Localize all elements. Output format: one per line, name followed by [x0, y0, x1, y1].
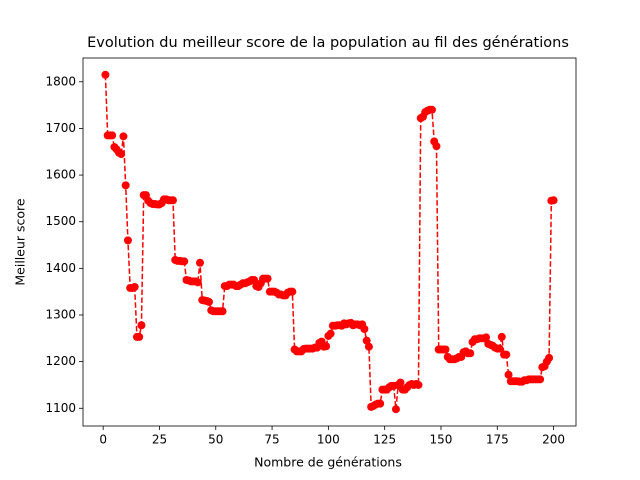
point — [502, 350, 511, 359]
y-tick-label: 1400 — [45, 261, 76, 275]
point — [196, 258, 205, 267]
x-axis-label: Nombre de générations — [254, 455, 402, 470]
x-tick-label: 100 — [317, 433, 340, 447]
x-tick-label: 25 — [152, 433, 167, 447]
point — [119, 132, 128, 141]
point — [121, 181, 130, 190]
x-tick-label: 175 — [486, 433, 509, 447]
point — [193, 278, 202, 287]
point — [123, 236, 132, 245]
point — [117, 150, 126, 159]
point — [101, 70, 110, 79]
y-tick-label: 1800 — [45, 74, 76, 88]
x-tick-label: 75 — [264, 433, 279, 447]
point — [250, 276, 259, 285]
x-tick-label: 125 — [373, 433, 396, 447]
point — [441, 345, 450, 354]
point — [466, 349, 475, 358]
point — [218, 307, 227, 316]
point — [396, 378, 405, 387]
point — [130, 283, 139, 292]
point — [549, 196, 558, 205]
point — [545, 353, 554, 362]
x-tick-label: 200 — [542, 433, 565, 447]
point — [360, 324, 369, 333]
y-tick-label: 1600 — [45, 168, 76, 182]
point — [482, 333, 491, 342]
point — [414, 380, 423, 389]
x-tick-label: 150 — [430, 433, 453, 447]
point — [326, 329, 335, 338]
y-tick-label: 1500 — [45, 214, 76, 228]
y-axis-label: Meilleur score — [13, 198, 28, 286]
point — [322, 342, 331, 351]
point — [362, 336, 371, 345]
point — [427, 105, 436, 114]
y-tick-label: 1700 — [45, 121, 76, 135]
point — [168, 196, 177, 205]
point — [135, 332, 144, 341]
x-tick-label: 50 — [208, 433, 223, 447]
chart-title: Evolution du meilleur score de la popula… — [87, 35, 569, 51]
point — [205, 297, 214, 306]
y-tick-label: 1200 — [45, 354, 76, 368]
point — [432, 142, 441, 151]
axes-frame — [82, 57, 577, 427]
point — [497, 332, 506, 341]
point — [263, 274, 272, 283]
point — [495, 344, 504, 353]
point — [364, 342, 373, 351]
point — [376, 399, 385, 408]
point — [108, 131, 117, 140]
y-tick-label: 1300 — [45, 307, 76, 321]
y-tick-label: 1100 — [45, 401, 76, 415]
point — [180, 257, 189, 266]
point — [536, 375, 545, 384]
point — [288, 287, 297, 296]
point — [391, 405, 400, 414]
x-tick-label: 0 — [99, 433, 107, 447]
point — [504, 370, 513, 379]
point — [137, 321, 146, 330]
